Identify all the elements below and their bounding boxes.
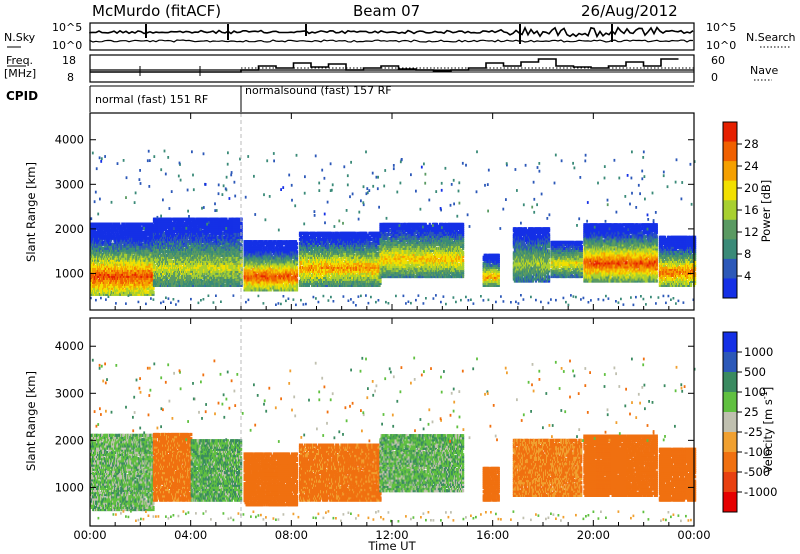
- freq-left-label-2: [MHz]: [4, 67, 36, 80]
- power-echo-cell: [170, 218, 172, 221]
- freq-right-tick-top: 60: [711, 54, 725, 67]
- noise-right-label: N.Search: [746, 31, 796, 44]
- power-echo-cell: [140, 223, 142, 226]
- cpid-mode-1: normal (fast) 151 RF: [95, 93, 208, 106]
- noise-traces: [90, 24, 693, 44]
- cpid-label: CPID: [6, 89, 38, 103]
- date-title: 26/Aug/2012: [581, 2, 678, 20]
- freq-traces: [90, 59, 694, 76]
- radar-title: McMurdo (fitACF): [92, 2, 221, 20]
- power-heatmap: [90, 113, 696, 310]
- freq-right-tick-bottom: 0: [711, 71, 718, 84]
- power-echo-cell: [241, 222, 243, 225]
- cpid-mode-2: normalsound (fast) 157 RF: [245, 84, 392, 97]
- noise-right-tick-top: 10^5: [706, 21, 736, 34]
- power-echo-cell: [132, 255, 134, 258]
- noise-left-label: N.Sky: [4, 31, 36, 44]
- power-echo-cell: [181, 266, 183, 269]
- power-echo-cell: [152, 291, 154, 294]
- beam-title: Beam 07: [353, 2, 420, 20]
- noise-left-tick-top: 10^5: [52, 21, 82, 34]
- radar-summary-plot: McMurdo (fitACF) Beam 07 26/Aug/2012 N.S…: [0, 0, 800, 554]
- freq-left-label-1: Freq.: [6, 54, 33, 67]
- noise-left-tick-bottom: 10^0: [52, 39, 82, 52]
- freq-left-tick-bottom: 8: [67, 71, 74, 84]
- noise-right-tick-bottom: 10^0: [706, 39, 736, 52]
- noise-search-trace: [90, 40, 693, 42]
- noise-sky-trace: [90, 28, 693, 37]
- nave-label: Nave: [750, 64, 778, 77]
- freq-left-tick-top: 18: [62, 54, 76, 67]
